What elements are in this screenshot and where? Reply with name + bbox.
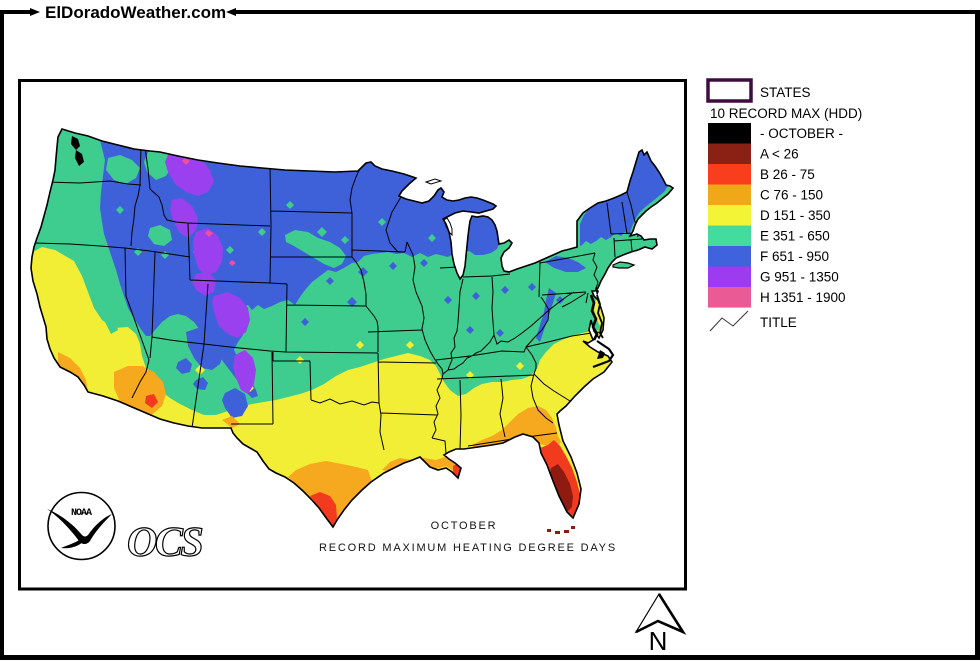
svg-text:N: N bbox=[649, 626, 668, 656]
svg-text:A < 26: A < 26 bbox=[760, 147, 799, 162]
svg-text:G 951 - 1350: G 951 - 1350 bbox=[760, 270, 839, 285]
svg-text:D 151 - 350: D 151 - 350 bbox=[760, 208, 831, 223]
svg-text:10 RECORD MAX (HDD): 10 RECORD MAX (HDD) bbox=[710, 106, 862, 121]
svg-text:H 1351 - 1900: H 1351 - 1900 bbox=[760, 290, 846, 305]
svg-text:STATES: STATES bbox=[760, 85, 811, 100]
svg-text:E 351 - 650: E 351 - 650 bbox=[760, 229, 830, 244]
svg-text:C 76 - 150: C 76 - 150 bbox=[760, 188, 823, 203]
svg-text:ElDoradoWeather.com: ElDoradoWeather.com bbox=[45, 3, 226, 22]
svg-text:NOAA: NOAA bbox=[71, 508, 92, 519]
svg-text:F 651 - 950: F 651 - 950 bbox=[760, 249, 829, 264]
svg-text:- OCTOBER -: - OCTOBER - bbox=[760, 126, 843, 141]
svg-text:TITLE: TITLE bbox=[760, 315, 797, 330]
svg-text:OCTOBER: OCTOBER bbox=[431, 520, 498, 532]
svg-text:RECORD MAXIMUM HEATING DEGREE: RECORD MAXIMUM HEATING DEGREE DAYS bbox=[319, 542, 617, 554]
svg-text:OCS: OCS bbox=[127, 520, 202, 566]
svg-text:B 26 - 75: B 26 - 75 bbox=[760, 167, 815, 182]
